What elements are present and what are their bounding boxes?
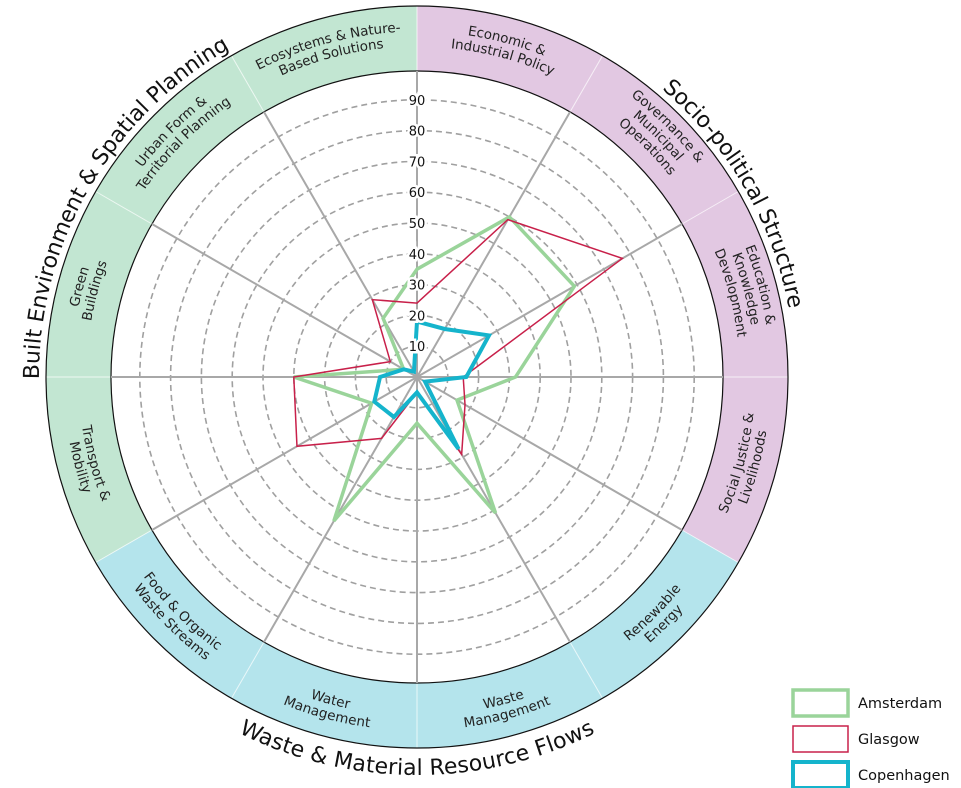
- band-divider: [569, 55, 603, 113]
- legend: Amsterdam Glasgow Copenhagen: [791, 688, 950, 788]
- spoke: [151, 223, 418, 378]
- r-tick-label: 10: [409, 340, 426, 355]
- r-tick-label: 50: [409, 217, 426, 232]
- spoke: [416, 223, 683, 378]
- legend-swatch-copenhagen: [791, 760, 850, 788]
- r-tick-label: 70: [409, 155, 426, 170]
- r-tick-label: 40: [409, 248, 426, 263]
- band-divider: [95, 191, 153, 225]
- grid: [111, 71, 723, 683]
- r-tick-label: 80: [409, 125, 426, 140]
- legend-label: Amsterdam: [858, 696, 942, 712]
- legend-label: Glasgow: [858, 732, 920, 748]
- band-divider: [569, 641, 603, 699]
- series-lines: [293, 214, 624, 523]
- r-tick-label: 30: [409, 279, 426, 294]
- group-band-0: [417, 6, 788, 563]
- spoke: [416, 111, 571, 378]
- band-divider: [231, 55, 265, 113]
- r-tick-label: 90: [409, 94, 426, 109]
- band-divider: [681, 191, 739, 225]
- band-divider: [231, 641, 265, 699]
- legend-swatch-amsterdam: [791, 688, 850, 718]
- spoke: [263, 376, 418, 643]
- band-divider: [681, 529, 739, 563]
- outer-boundary: [45, 5, 789, 749]
- r-tick-label: 60: [409, 186, 426, 201]
- group-band-1: [95, 530, 739, 748]
- legend-label: Copenhagen: [858, 768, 950, 784]
- legend-swatch-glasgow: [792, 725, 849, 753]
- spoke: [263, 111, 418, 378]
- radial-tick-labels: 10 20 30 40 50 60 70 80 90: [406, 91, 428, 357]
- group-band-2: [46, 6, 418, 563]
- band-divider: [95, 529, 153, 563]
- spoke: [416, 376, 683, 531]
- r-tick-label: 20: [409, 309, 426, 324]
